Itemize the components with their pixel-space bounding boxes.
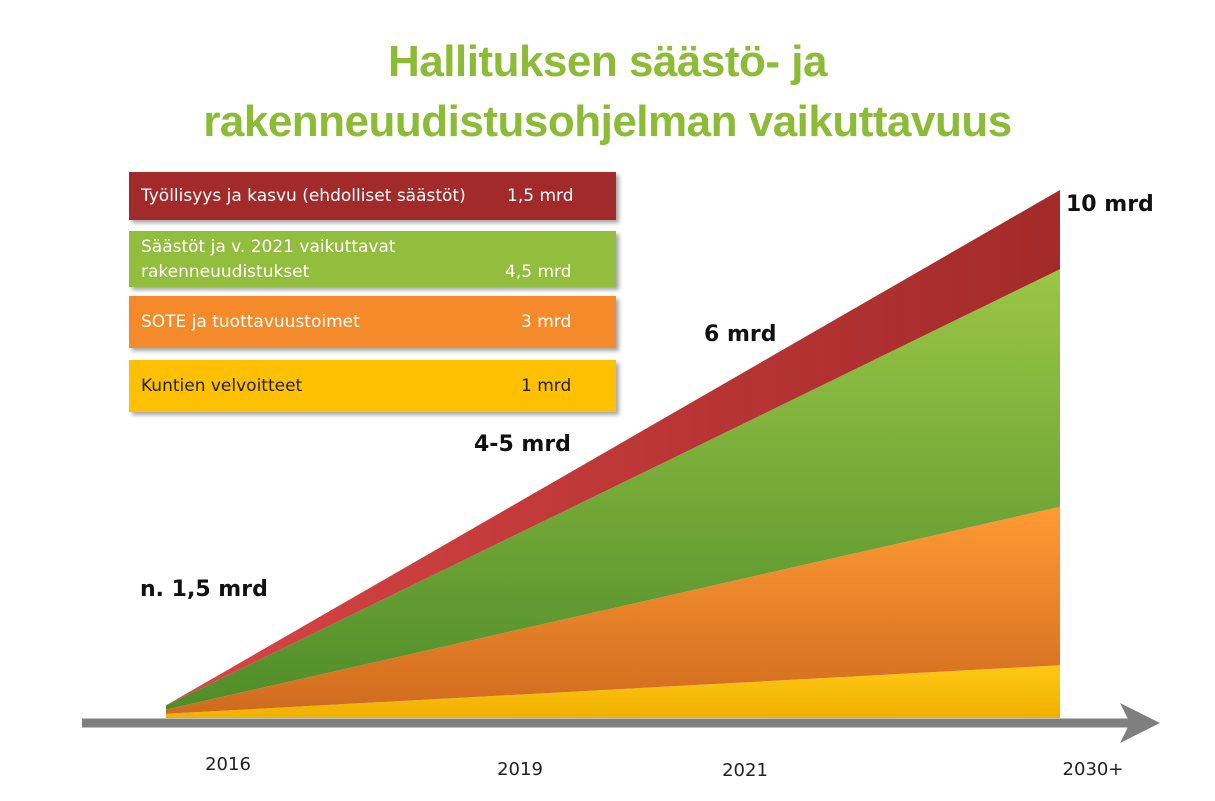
legend-item-saastot: Säästöt ja v. 2021 vaikuttavat rakenneuu… (129, 231, 616, 287)
legend-label: Työllisyys ja kasvu (ehdolliset säästöt) (141, 186, 466, 206)
area-tyollisyys (166, 190, 1060, 706)
annotation-label: 6 mrd (704, 322, 777, 347)
area-saastot (166, 269, 1060, 710)
x-tick-label: 2019 (497, 759, 543, 780)
annotation-label: 4-5 mrd (474, 432, 571, 457)
legend-label: SOTE ja tuottavuustoimet (141, 312, 360, 332)
x-tick-label: 2021 (722, 760, 768, 781)
legend-value: 1 mrd (521, 376, 572, 396)
title-line-2: rakenneuudistusohjelman vaikuttavuus (203, 97, 1012, 146)
title-line-1: Hallituksen säästö- ja (388, 37, 827, 86)
x-axis-arrowhead (1120, 703, 1160, 743)
legend-value: 3 mrd (521, 312, 572, 332)
legend-item-tyollisyys: Työllisyys ja kasvu (ehdolliset säästöt)… (129, 172, 616, 220)
legend-value: 1,5 mrd (507, 186, 574, 206)
x-tick-label: 2030+ (1063, 759, 1124, 780)
legend-value: 4,5 mrd (505, 262, 572, 282)
legend-item-sote: SOTE ja tuottavuustoimet 3 mrd (129, 296, 616, 348)
x-tick-label: 2016 (205, 754, 251, 775)
chart-title: Hallituksen säästö- ja rakenneuudistusoh… (0, 32, 1215, 152)
annotation-label: n. 1,5 mrd (140, 577, 268, 602)
legend-item-kuntien: Kuntien velvoitteet 1 mrd (129, 360, 616, 412)
legend-label-line-1: Säästöt ja v. 2021 vaikuttavat (141, 237, 396, 257)
annotation-label: 10 mrd (1066, 192, 1154, 217)
area-kuntien-velvoitteet (166, 665, 1060, 718)
legend-label: Kuntien velvoitteet (141, 376, 303, 396)
legend-label-line-2: rakenneuudistukset (141, 262, 310, 282)
area-sote (166, 506, 1060, 714)
